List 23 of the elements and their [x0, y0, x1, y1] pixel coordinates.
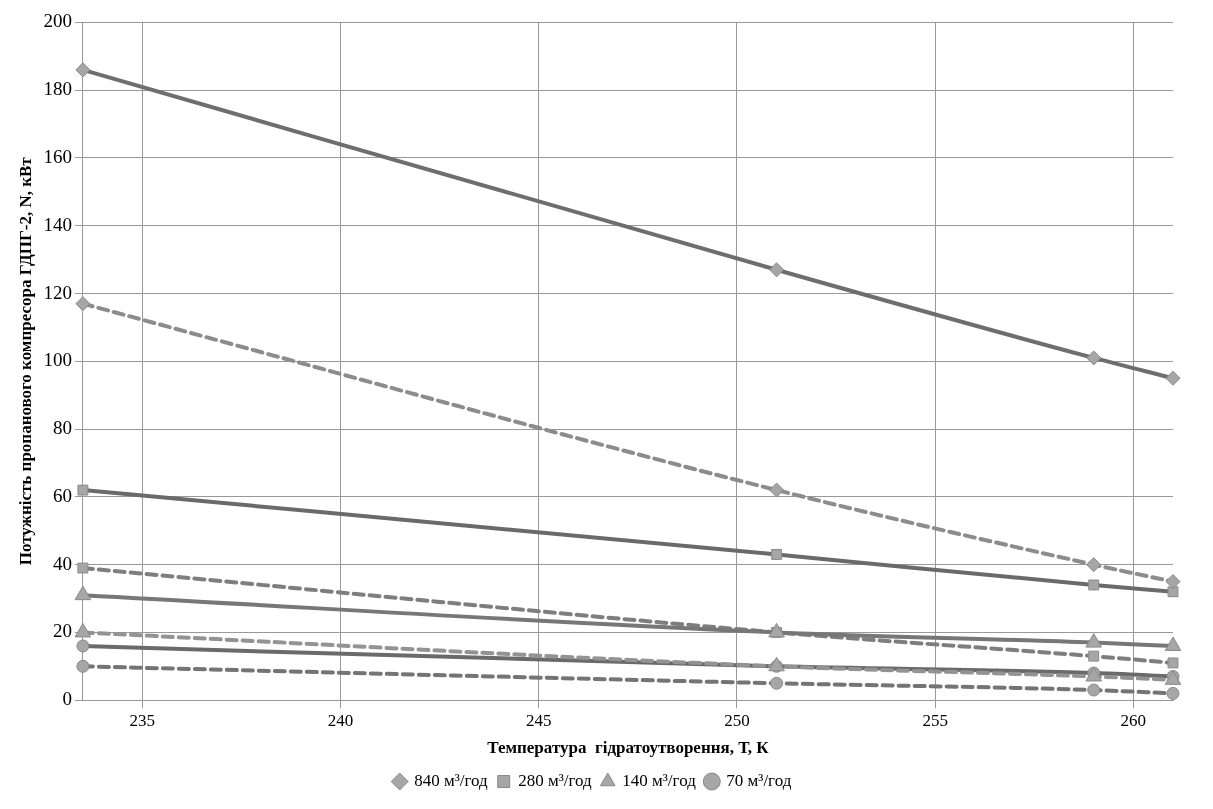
- y-tick-label: 60: [52, 484, 72, 506]
- y-tick-label: 160: [43, 145, 72, 167]
- x-tick-label: 240: [327, 710, 354, 730]
- x-tick-label: 250: [724, 710, 750, 730]
- y-tick-label: 180: [43, 78, 72, 100]
- y-axis-title: Потужність пропанового компресора ГДПГ-2, N, кВт: [15, 156, 35, 566]
- x-tick-label: 245: [526, 710, 552, 730]
- legend-label: 280 м³/год: [518, 770, 593, 790]
- y-tick-label: 80: [52, 417, 72, 439]
- y-tick-label: 40: [52, 552, 72, 574]
- y-tick-label: 0: [62, 688, 72, 710]
- y-tick-label: 20: [52, 620, 72, 642]
- x-axis-title: Температура гідратоутворення, Т, К: [487, 738, 770, 758]
- legend-label: 70 м³/год: [726, 770, 792, 790]
- legend-label: 840 м³/год: [414, 770, 489, 790]
- y-tick-label: 100: [43, 349, 72, 371]
- y-tick-label: 200: [43, 10, 72, 32]
- y-tick-label: 140: [43, 213, 72, 235]
- x-tick-label: 235: [129, 710, 156, 730]
- x-tick-label: 255: [922, 710, 948, 730]
- y-tick-label: 120: [43, 281, 72, 303]
- x-tick-label: 260: [1120, 710, 1147, 730]
- legend-label: 140 м³/год: [622, 770, 697, 790]
